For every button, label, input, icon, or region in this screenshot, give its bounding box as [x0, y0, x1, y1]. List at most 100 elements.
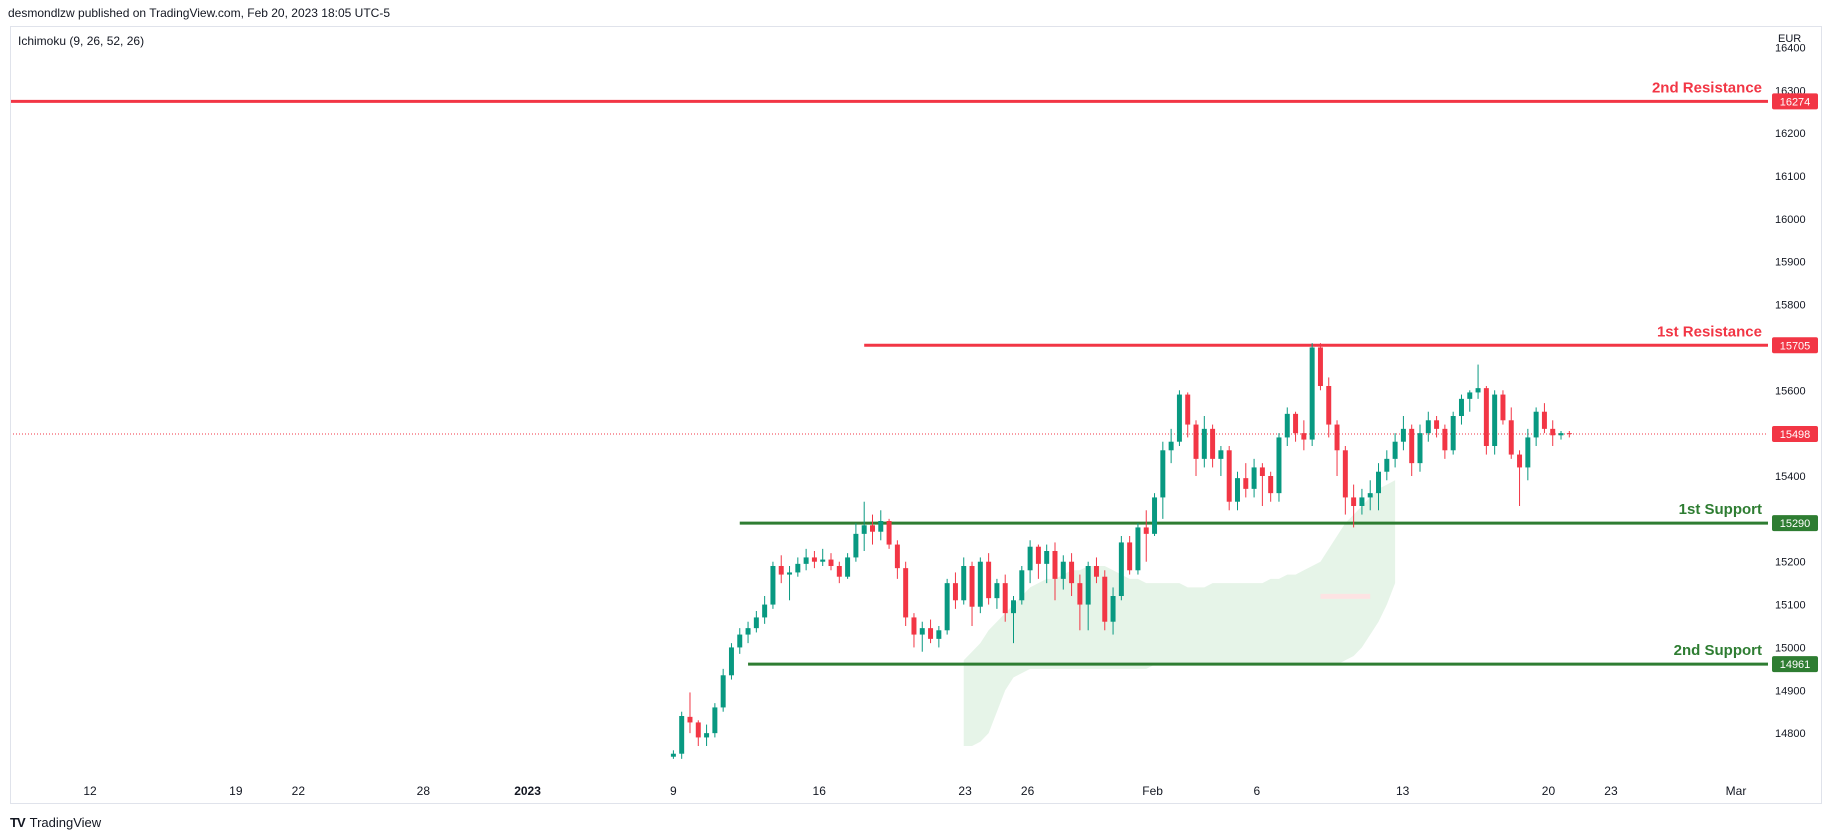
candle-body[interactable] — [1475, 388, 1481, 393]
candle-body[interactable] — [795, 563, 801, 573]
candle-body[interactable] — [911, 617, 917, 635]
candle-body[interactable] — [712, 707, 718, 734]
candle-body[interactable] — [1243, 478, 1249, 489]
candle-body[interactable] — [1284, 413, 1290, 438]
candle-body[interactable] — [1450, 416, 1456, 451]
candle-body[interactable] — [994, 583, 1000, 599]
candle-body[interactable] — [811, 557, 817, 562]
candle-body[interactable] — [687, 716, 693, 723]
candle-body[interactable] — [1566, 433, 1572, 435]
candle-body[interactable] — [878, 521, 884, 532]
candle-body[interactable] — [720, 675, 726, 708]
candle-body[interactable] — [861, 525, 867, 534]
candle-body[interactable] — [969, 566, 975, 607]
candle-body[interactable] — [770, 566, 776, 605]
candle-body[interactable] — [1317, 347, 1323, 386]
candle-body[interactable] — [1201, 428, 1207, 459]
candle-body[interactable] — [1002, 583, 1008, 614]
candle-body[interactable] — [1060, 561, 1066, 579]
candle-body[interactable] — [1384, 458, 1390, 472]
candle-body[interactable] — [1044, 551, 1050, 564]
indicator-label[interactable]: Ichimoku (9, 26, 52, 26) — [18, 34, 145, 48]
candle-body[interactable] — [1409, 428, 1415, 464]
candle-body[interactable] — [886, 521, 892, 545]
candle-body[interactable] — [1110, 596, 1116, 622]
candle-body[interactable] — [1434, 420, 1440, 429]
candle-body[interactable] — [944, 583, 950, 631]
candle-body[interactable] — [1342, 450, 1348, 498]
candle-body[interactable] — [1309, 347, 1315, 440]
candle-body[interactable] — [1069, 561, 1075, 584]
candle-body[interactable] — [936, 630, 942, 639]
candle-body[interactable] — [1359, 497, 1365, 506]
candle-body[interactable] — [1127, 542, 1133, 571]
candle-body[interactable] — [1400, 428, 1406, 442]
footer-brand[interactable]: TV TradingView — [10, 815, 101, 830]
candle-body[interactable] — [1558, 433, 1564, 436]
candle-body[interactable] — [1185, 394, 1191, 425]
candle-body[interactable] — [787, 572, 793, 575]
candle-body[interactable] — [1550, 428, 1556, 436]
candle-body[interactable] — [1093, 566, 1099, 577]
candle-body[interactable] — [1467, 392, 1473, 399]
candle-body[interactable] — [1168, 441, 1174, 451]
candle-body[interactable] — [828, 559, 834, 566]
candle-body[interactable] — [894, 544, 900, 569]
candle-body[interactable] — [737, 634, 743, 648]
candle-body[interactable] — [977, 561, 983, 607]
candle-body[interactable] — [762, 604, 768, 618]
candle-body[interactable] — [1268, 476, 1274, 494]
candle-body[interactable] — [1011, 600, 1017, 614]
candle-body[interactable] — [1533, 411, 1539, 438]
candle-body[interactable] — [1102, 576, 1108, 622]
candle-body[interactable] — [1218, 450, 1224, 459]
candle-body[interactable] — [1541, 411, 1547, 429]
candle-body[interactable] — [836, 566, 842, 577]
candle-body[interactable] — [778, 566, 784, 575]
candle-body[interactable] — [704, 733, 710, 738]
candle-body[interactable] — [1508, 420, 1514, 455]
candle-body[interactable] — [1442, 428, 1448, 451]
candle-body[interactable] — [1293, 413, 1299, 434]
candle-body[interactable] — [1052, 551, 1058, 579]
candle-body[interactable] — [1251, 467, 1257, 489]
candle-body[interactable] — [1425, 420, 1431, 434]
candle-body[interactable] — [853, 533, 859, 558]
candle-body[interactable] — [952, 583, 958, 601]
candle-body[interactable] — [1019, 570, 1025, 601]
candle-body[interactable] — [919, 628, 925, 635]
candle-body[interactable] — [1301, 433, 1307, 440]
candle-body[interactable] — [1118, 542, 1124, 596]
candle-body[interactable] — [1276, 437, 1282, 494]
candle-body[interactable] — [1351, 497, 1357, 506]
candle-body[interactable] — [1210, 428, 1216, 459]
candle-body[interactable] — [1259, 467, 1265, 476]
candle-body[interactable] — [986, 561, 992, 599]
candle-body[interactable] — [1392, 441, 1398, 459]
candle-body[interactable] — [1085, 566, 1091, 605]
candle-body[interactable] — [753, 617, 759, 629]
candle-body[interactable] — [728, 647, 734, 676]
candle-body[interactable] — [1152, 497, 1158, 534]
candle-body[interactable] — [1135, 527, 1141, 571]
candle-body[interactable] — [695, 722, 701, 738]
candle-body[interactable] — [1458, 398, 1464, 416]
candle-body[interactable] — [803, 557, 809, 564]
candle-body[interactable] — [1492, 394, 1498, 446]
candle-body[interactable] — [903, 568, 909, 618]
candle-body[interactable] — [670, 753, 676, 757]
candle-body[interactable] — [1417, 433, 1423, 464]
candle-body[interactable] — [928, 628, 934, 639]
candle-body[interactable] — [1367, 493, 1373, 498]
candle-body[interactable] — [1334, 424, 1340, 451]
candle-body[interactable] — [679, 716, 685, 754]
candle-body[interactable] — [1525, 437, 1531, 468]
candle-body[interactable] — [1077, 583, 1083, 605]
candle-body[interactable] — [1160, 450, 1166, 498]
candle-body[interactable] — [869, 525, 875, 532]
candle-body[interactable] — [1517, 454, 1523, 468]
candle-body[interactable] — [1143, 527, 1149, 534]
candle-body[interactable] — [1176, 394, 1182, 442]
candle-body[interactable] — [1376, 471, 1382, 494]
